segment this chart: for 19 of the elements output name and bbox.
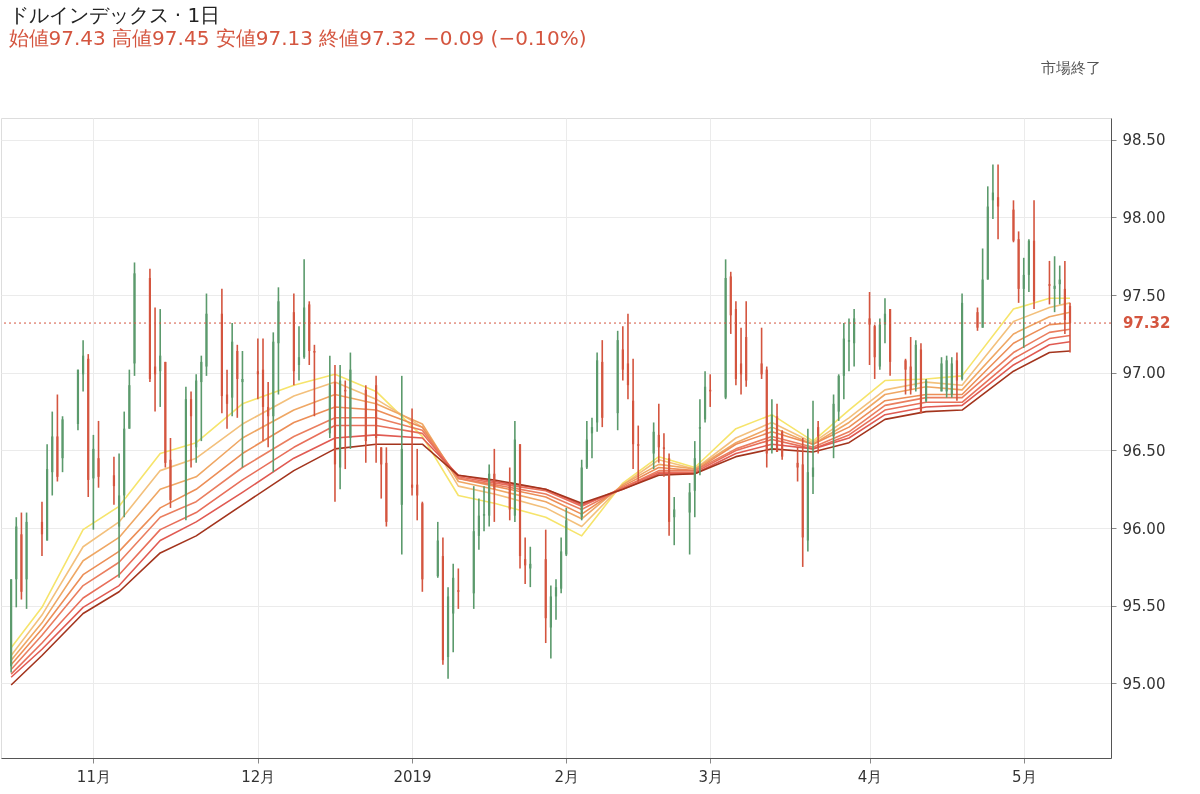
x-tick-label: 2019 [393, 767, 432, 786]
y-tick-label: 96.50 [1122, 441, 1166, 460]
ref-line-label: 97.32 [1123, 314, 1171, 333]
x-tick-label: 11月 [76, 767, 111, 786]
x-tick-label: 2月 [554, 767, 580, 786]
y-tick-label: 95.00 [1122, 674, 1166, 693]
y-tick-label: 97.00 [1122, 364, 1166, 383]
x-tick-label: 5月 [1011, 767, 1037, 786]
x-tick-label: 12月 [241, 767, 276, 786]
x-tick-label: 3月 [698, 767, 723, 786]
chart-subtitle: 始値97.43 高値97.45 安値97.13 終値97.32 −0.09 (−0.10%) [8, 26, 587, 50]
y-tick-label: 98.50 [1122, 131, 1166, 150]
text: 市場終了 [1041, 59, 1101, 77]
y-tick-label: 98.00 [1122, 208, 1166, 227]
x-tick-label: 4月 [857, 767, 883, 786]
y-tick-label: 95.50 [1122, 597, 1166, 616]
y-tick-label: 97.50 [1122, 286, 1166, 305]
chart-title: ドルインデックス · 1日 [8, 3, 221, 27]
y-tick-label: 96.00 [1122, 519, 1166, 538]
